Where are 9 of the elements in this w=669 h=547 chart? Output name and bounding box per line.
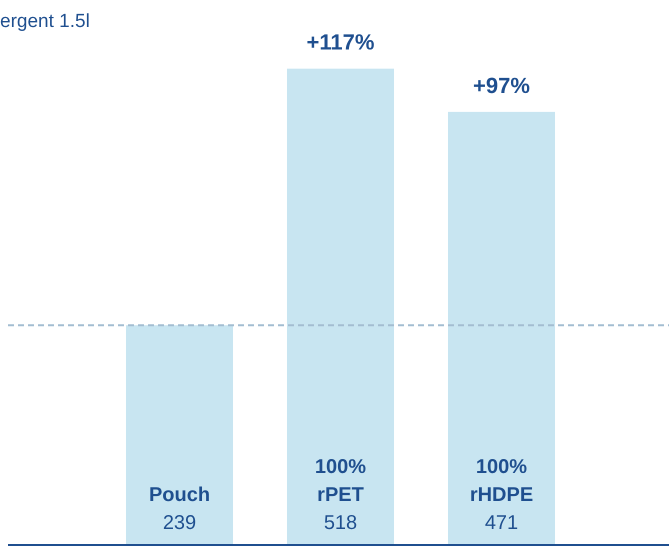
x-tick-label: 100% rHDPE xyxy=(470,456,534,506)
x-tick-label: Pouch xyxy=(148,484,210,506)
annotation: +117% xyxy=(306,30,374,55)
chart-title: ergent 1.5l xyxy=(0,11,90,32)
data-label: 471 xyxy=(484,512,518,534)
x-tick-label: 100% rPET xyxy=(314,456,366,506)
annotation: +97% xyxy=(473,72,530,98)
data-label: 239 xyxy=(162,512,196,534)
data-label: 518 xyxy=(324,512,358,534)
